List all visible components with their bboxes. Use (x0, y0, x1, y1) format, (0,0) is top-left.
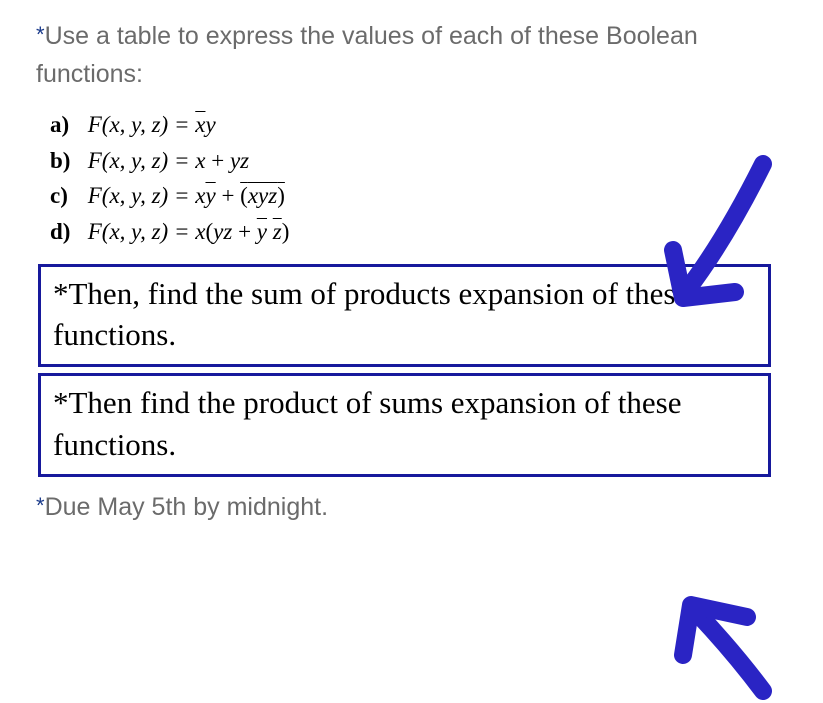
box2-text: *Then find the product of sums expansion… (53, 385, 681, 462)
item-d-rhs: x(yz + y z) (195, 219, 289, 244)
intro-text: *Use a table to express the values of ea… (36, 18, 799, 93)
item-c-lhs: F(x, y, z) = (88, 183, 196, 208)
intro-body: Use a table to express the values of eac… (36, 22, 698, 88)
item-a-rhs: xy (195, 112, 215, 137)
item-d-lhs: F(x, y, z) = (88, 219, 196, 244)
due-text: *Due May 5th by midnight. (36, 493, 799, 522)
arrow-down-left-icon (645, 150, 785, 320)
item-b-label: b) (50, 143, 82, 179)
intro-asterisk: * (36, 22, 45, 47)
item-b-rhs: x + yz (195, 148, 249, 173)
due-asterisk: * (36, 493, 45, 518)
item-c-label: c) (50, 178, 82, 214)
item-a-lhs: F(x, y, z) = (88, 112, 196, 137)
item-b-lhs: F(x, y, z) = (88, 148, 196, 173)
arrow-up-left-icon (653, 581, 793, 701)
item-a: a) F(x, y, z) = xy (50, 107, 799, 143)
box-product-of-sums: *Then find the product of sums expansion… (38, 373, 771, 477)
due-body: Due May 5th by midnight. (45, 493, 328, 521)
item-a-label: a) (50, 107, 82, 143)
item-d-label: d) (50, 214, 82, 250)
box1-text: *Then, find the sum of products expansio… (53, 276, 689, 353)
item-c-rhs: xy + (xyz) (195, 183, 285, 208)
